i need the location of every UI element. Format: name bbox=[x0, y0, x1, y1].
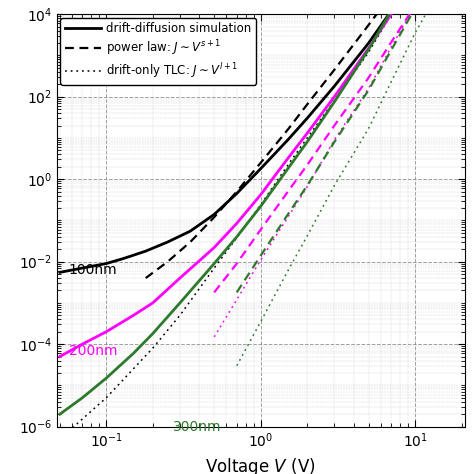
Legend: drift-diffusion simulation, power law: $J{\sim}V^{s+1}$, drift-only TLC: $J{\sim: drift-diffusion simulation, power law: $… bbox=[60, 18, 256, 84]
Text: 300nm: 300nm bbox=[173, 419, 221, 434]
Text: 200nm: 200nm bbox=[69, 344, 117, 358]
Text: 100nm: 100nm bbox=[69, 263, 117, 277]
X-axis label: Voltage $V$ (V): Voltage $V$ (V) bbox=[205, 456, 316, 474]
